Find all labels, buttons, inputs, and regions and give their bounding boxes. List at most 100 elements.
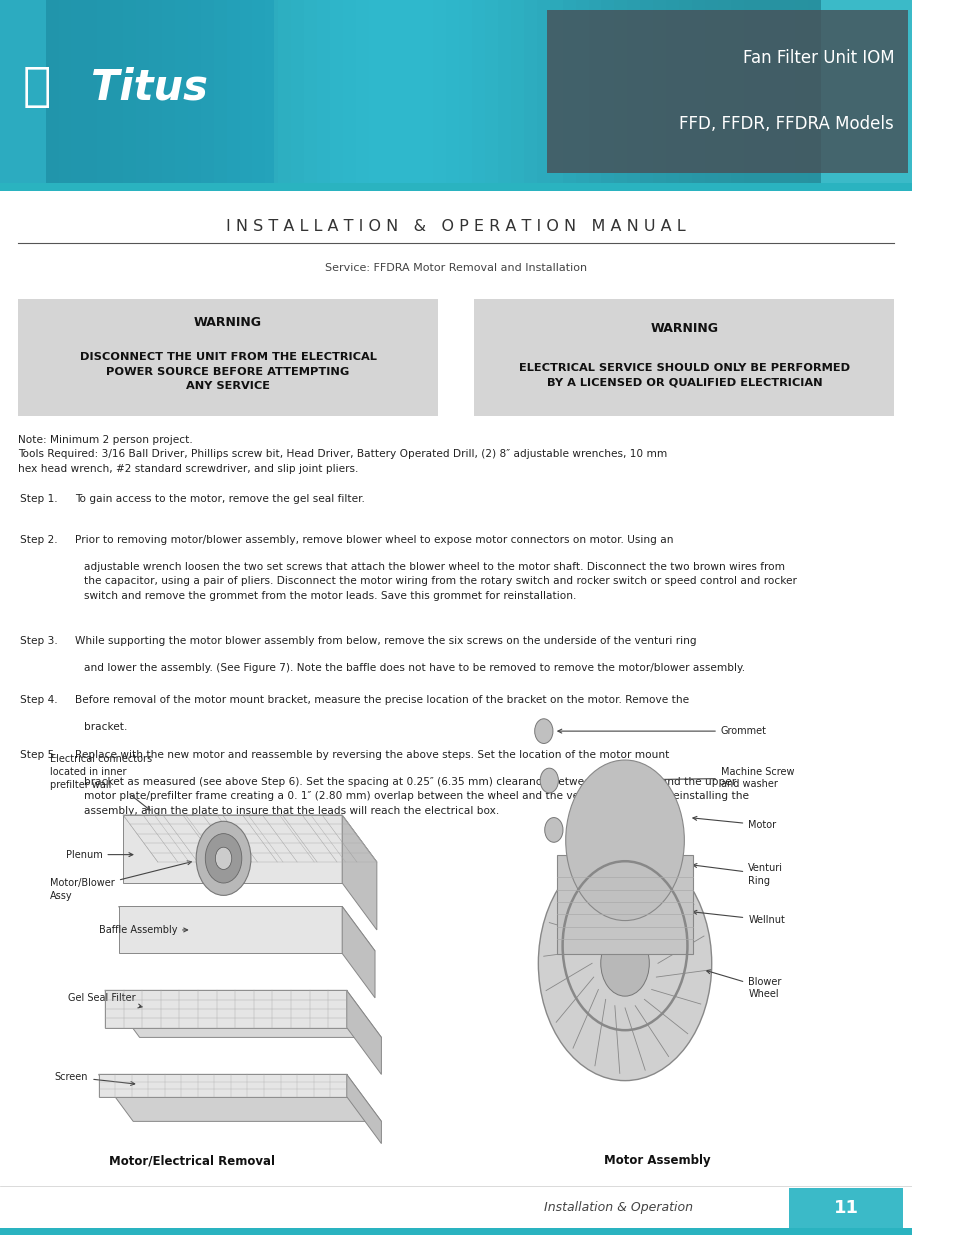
FancyBboxPatch shape bbox=[474, 299, 893, 416]
Text: Note: Minimum 2 person project.
Tools Required: 3/16 Ball Driver, Phillips screw: Note: Minimum 2 person project. Tools Re… bbox=[18, 435, 667, 473]
Polygon shape bbox=[123, 815, 342, 883]
Bar bbox=[278, 0, 291, 183]
Bar bbox=[149, 0, 162, 183]
FancyBboxPatch shape bbox=[547, 10, 907, 173]
Bar bbox=[136, 0, 149, 183]
Bar bbox=[420, 0, 433, 183]
Polygon shape bbox=[342, 906, 375, 998]
Bar bbox=[549, 0, 562, 183]
Text: WARNING: WARNING bbox=[193, 316, 262, 329]
Bar bbox=[627, 0, 639, 183]
Circle shape bbox=[539, 768, 558, 793]
Polygon shape bbox=[98, 1074, 381, 1121]
Bar bbox=[807, 0, 821, 183]
Bar bbox=[679, 0, 691, 183]
Text: Installation & Operation: Installation & Operation bbox=[544, 1202, 693, 1214]
Bar bbox=[381, 0, 395, 183]
FancyBboxPatch shape bbox=[0, 1228, 911, 1235]
Circle shape bbox=[215, 847, 232, 869]
Bar bbox=[316, 0, 330, 183]
Text: Step 4.: Step 4. bbox=[20, 695, 57, 705]
Bar bbox=[537, 0, 549, 183]
Text: Plenum: Plenum bbox=[66, 850, 132, 860]
Text: Screen: Screen bbox=[54, 1072, 134, 1086]
Text: Ⓣ: Ⓣ bbox=[23, 65, 51, 110]
Bar bbox=[111, 0, 123, 183]
Bar bbox=[369, 0, 381, 183]
Polygon shape bbox=[346, 990, 381, 1074]
FancyBboxPatch shape bbox=[18, 299, 437, 416]
Bar bbox=[472, 0, 485, 183]
Text: Motor: Motor bbox=[692, 816, 776, 830]
Circle shape bbox=[196, 821, 251, 895]
Bar bbox=[446, 0, 458, 183]
Bar bbox=[58, 0, 71, 183]
Text: Step 5.: Step 5. bbox=[20, 750, 57, 760]
Text: and lower the assembly. (See Figure 7). Note the baffle does not have to be remo: and lower the assembly. (See Figure 7). … bbox=[84, 663, 744, 673]
Text: bracket as measured (see above Step 6). Set the spacing at 0.25″ (6.35 mm) clear: bracket as measured (see above Step 6). … bbox=[84, 777, 748, 815]
Bar bbox=[588, 0, 600, 183]
Bar bbox=[717, 0, 730, 183]
Bar bbox=[84, 0, 97, 183]
Polygon shape bbox=[98, 1074, 346, 1097]
Bar bbox=[653, 0, 665, 183]
Text: adjustable wrench loosen the two set screws that attach the blower wheel to the : adjustable wrench loosen the two set scr… bbox=[84, 562, 796, 600]
Bar bbox=[781, 0, 795, 183]
Bar bbox=[639, 0, 653, 183]
Polygon shape bbox=[123, 815, 376, 862]
Bar bbox=[188, 0, 200, 183]
Bar bbox=[562, 0, 575, 183]
Bar bbox=[600, 0, 614, 183]
Text: Step 1.: Step 1. bbox=[20, 494, 57, 504]
Text: I N S T A L L A T I O N   &   O P E R A T I O N   M A N U A L: I N S T A L L A T I O N & O P E R A T I … bbox=[226, 219, 685, 233]
Bar bbox=[485, 0, 497, 183]
Bar bbox=[665, 0, 679, 183]
Circle shape bbox=[600, 930, 649, 997]
Bar bbox=[123, 0, 136, 183]
Text: Service: FFDRA Motor Removal and Installation: Service: FFDRA Motor Removal and Install… bbox=[325, 263, 587, 273]
Text: Venturi
Ring: Venturi Ring bbox=[692, 863, 782, 885]
Circle shape bbox=[537, 846, 711, 1081]
Bar bbox=[704, 0, 717, 183]
Text: Step 2.: Step 2. bbox=[20, 535, 57, 545]
Polygon shape bbox=[105, 990, 346, 1028]
Circle shape bbox=[534, 719, 553, 743]
Bar bbox=[265, 0, 278, 183]
Bar bbox=[253, 0, 265, 183]
Bar bbox=[575, 0, 588, 183]
Text: Titus: Titus bbox=[91, 67, 208, 109]
FancyBboxPatch shape bbox=[0, 0, 911, 183]
Circle shape bbox=[544, 818, 562, 842]
Text: Grommet: Grommet bbox=[558, 726, 766, 736]
Text: Gel Seal Filter: Gel Seal Filter bbox=[69, 993, 142, 1008]
Text: Motor Assembly: Motor Assembly bbox=[603, 1153, 710, 1167]
Text: Baffle Assembly: Baffle Assembly bbox=[98, 925, 188, 935]
Text: Electrical connectors
located in inner
prefilter wall: Electrical connectors located in inner p… bbox=[51, 755, 152, 810]
Circle shape bbox=[565, 760, 683, 920]
Bar bbox=[200, 0, 213, 183]
Polygon shape bbox=[346, 1074, 381, 1144]
Text: Machine Screw
and washer: Machine Screw and washer bbox=[587, 767, 794, 789]
Text: 11: 11 bbox=[833, 1199, 859, 1216]
FancyBboxPatch shape bbox=[556, 855, 693, 953]
Text: WARNING: WARNING bbox=[650, 321, 718, 335]
Bar bbox=[355, 0, 369, 183]
Text: DISCONNECT THE UNIT FROM THE ELECTRICAL
POWER SOURCE BEFORE ATTEMPTING
ANY SERVI: DISCONNECT THE UNIT FROM THE ELECTRICAL … bbox=[80, 352, 376, 391]
Text: Wellnut: Wellnut bbox=[692, 910, 784, 925]
Bar bbox=[330, 0, 342, 183]
Bar bbox=[756, 0, 769, 183]
Polygon shape bbox=[342, 815, 376, 930]
Bar bbox=[614, 0, 627, 183]
Bar bbox=[511, 0, 523, 183]
Bar bbox=[342, 0, 355, 183]
Bar bbox=[730, 0, 743, 183]
Bar bbox=[304, 0, 316, 183]
Circle shape bbox=[205, 834, 241, 883]
Text: FFD, FFDR, FFDRA Models: FFD, FFDR, FFDRA Models bbox=[679, 115, 893, 133]
Text: While supporting the motor blower assembly from below, remove the six screws on : While supporting the motor blower assemb… bbox=[74, 636, 696, 646]
Bar bbox=[162, 0, 174, 183]
Bar bbox=[97, 0, 111, 183]
Text: Step 3.: Step 3. bbox=[20, 636, 58, 646]
Text: Motor/Blower
Assy: Motor/Blower Assy bbox=[51, 861, 192, 900]
Bar bbox=[691, 0, 704, 183]
